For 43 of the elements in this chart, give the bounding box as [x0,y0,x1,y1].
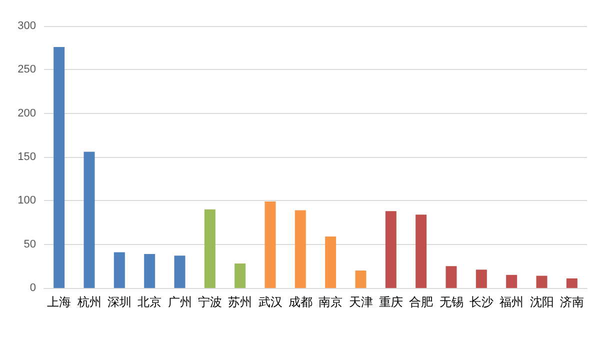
bar [385,211,396,288]
bar [114,252,125,288]
y-tick-label: 150 [18,151,36,163]
bar [144,254,156,288]
x-tick-label: 深圳 [107,295,132,309]
x-tick-label: 苏州 [228,295,252,309]
y-tick-label: 300 [18,20,36,32]
x-tick-label: 成都 [288,295,312,309]
bar [416,214,427,288]
bar [294,210,306,288]
x-tick-label: 宁波 [198,295,222,309]
bar [54,46,65,288]
y-tick-label: 200 [18,107,36,120]
bar [325,236,336,288]
x-tick-label: 武汉 [258,295,282,309]
bar [264,202,276,288]
bar [476,270,487,288]
bar [204,209,216,288]
x-tick-label: 无锡 [439,295,464,309]
x-tick-label: 南京 [318,295,343,309]
x-tick-label: 沈阳 [530,295,554,309]
bar [355,270,366,288]
x-tick-label: 重庆 [378,295,403,309]
bar [174,256,186,288]
bar [506,274,518,288]
x-tick-label: 杭州 [76,295,102,309]
x-tick-label: 广州 [168,295,192,309]
bar [536,276,548,288]
x-tick-label: 上海 [47,295,72,309]
x-tick-label: 北京 [138,295,162,309]
bar [566,278,578,288]
x-tick-label: 天津 [348,295,373,309]
y-tick-label: 50 [24,238,36,250]
bar [446,266,457,288]
y-tick-label: 0 [30,282,36,294]
bar [234,264,246,288]
x-tick-label: 长沙 [469,295,494,309]
bar [84,152,95,288]
y-tick-label: 100 [18,194,36,207]
x-tick-label: 福州 [500,295,524,309]
x-tick-label: 合肥 [409,295,434,309]
y-tick-label: 250 [18,64,36,76]
x-tick-label: 济南 [560,295,584,309]
